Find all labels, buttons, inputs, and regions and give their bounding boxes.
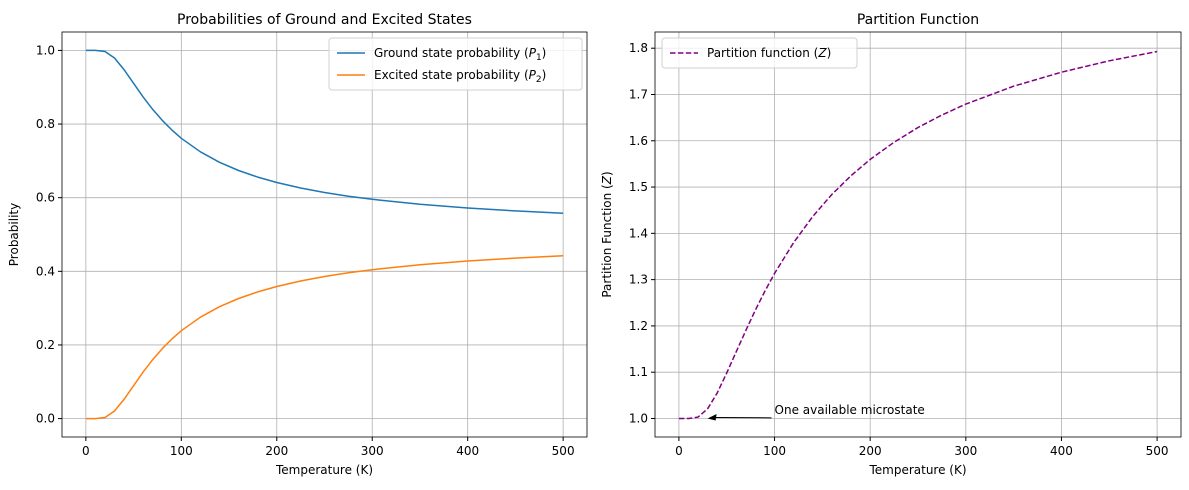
y-tick-label: 0.2: [36, 338, 55, 352]
chart-panel-1: 0 100 200 300 400 500 0.0 0.2 0.4 0.6 0.8 1.0 Probab…: [7, 12, 588, 477]
y-tick-label: 0.0: [36, 412, 55, 426]
x-tick-label: 100: [170, 444, 193, 458]
legend: Ground state probability (P1) Excited sta…: [328, 37, 583, 91]
x-tick-label: 400: [456, 444, 479, 458]
legend-box: [661, 37, 858, 69]
axes-frame: [61, 31, 588, 438]
y-tick-label: 1.0: [36, 43, 55, 57]
y-axis-label: Probability: [7, 203, 21, 266]
y-tick-label: 1.8: [629, 41, 648, 55]
legend-box: [328, 37, 583, 91]
y-tick-label: 0.8: [36, 117, 55, 131]
y-tick-label: 1.5: [629, 180, 648, 194]
y-tick-label: 1.1: [629, 365, 648, 379]
x-tick-label: 200: [265, 444, 288, 458]
y-tick-label: 0.6: [36, 191, 55, 205]
x-tick-label: 200: [859, 444, 882, 458]
y-tick-label: 1.3: [629, 273, 648, 287]
series-line-1: [85, 49, 564, 214]
x-tick-label: 0: [82, 444, 90, 458]
y-tick-label: 1.2: [629, 319, 648, 333]
legend-label: Partition function (Z): [707, 46, 831, 60]
x-tick-label: 500: [552, 444, 575, 458]
legend-label: Ground state probability (P1): [374, 46, 546, 63]
chart-panel-2: 0 100 200 300 400 500 1.0 1.1 1.2 1.3 1.4 1.5 1.6 1.7…: [600, 12, 1182, 477]
legend: Partition function (Z): [661, 37, 858, 69]
y-axis-label-text: Probability: [7, 203, 21, 266]
series-line-1: [678, 50, 1158, 420]
y-axis-label: Partition Function (Z): [600, 171, 614, 297]
x-axis-label: Temperature (K): [868, 463, 966, 477]
annotation-arrowhead: [707, 413, 717, 421]
chart-title: Probabilities of Ground and Excited Stat…: [177, 12, 472, 28]
x-axis-label: Temperature (K): [275, 463, 373, 477]
y-tick-label: 1.0: [629, 411, 648, 425]
x-tick-label: 300: [954, 444, 977, 458]
y-tick-label: 1.6: [629, 134, 648, 148]
chart-title: Partition Function: [857, 12, 979, 28]
legend-label: Excited state probability (P2): [374, 68, 546, 85]
x-tick-label: 100: [763, 444, 786, 458]
x-tick-label: 0: [675, 444, 683, 458]
y-tick-label: 1.4: [629, 226, 648, 240]
x-tick-label: 300: [361, 444, 384, 458]
y-axis-label-text: Partition Function (Z): [600, 171, 614, 297]
annotation-text: One available microstate: [775, 403, 925, 417]
y-tick-label: 1.7: [629, 87, 648, 101]
x-tick-label: 400: [1050, 444, 1073, 458]
series-line-2: [85, 255, 564, 420]
axes-frame: [654, 31, 1182, 438]
y-tick-label: 0.4: [36, 264, 55, 278]
x-tick-label: 500: [1146, 444, 1169, 458]
